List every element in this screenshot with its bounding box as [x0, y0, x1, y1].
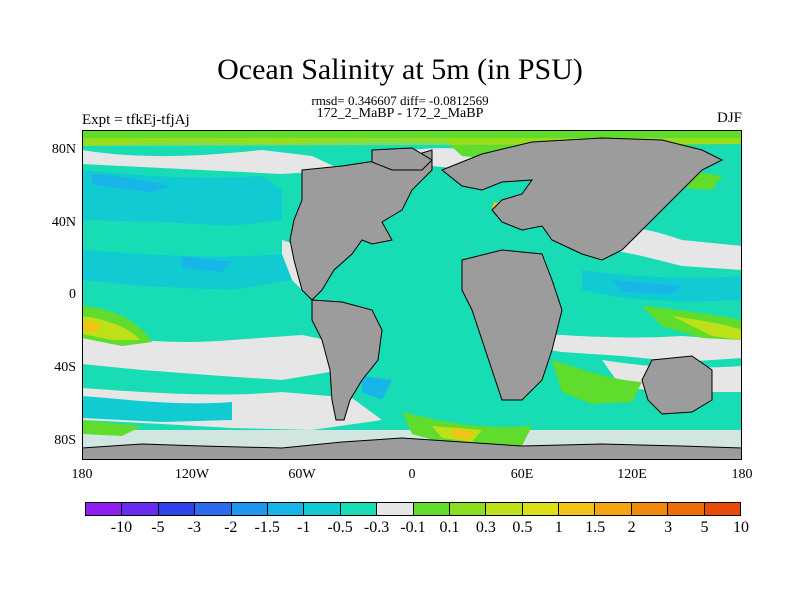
- lon-label-120w: 120W: [174, 467, 210, 482]
- colorbar-swatch-3: [195, 503, 232, 515]
- very-fresh-regions: [92, 174, 682, 400]
- lon-label-60e: 60E: [510, 467, 534, 482]
- colorbar-label: -0.3: [363, 519, 390, 536]
- lat-label-80s: 80S: [54, 433, 76, 448]
- comparison-line: 172_2_MaBP - 172_2_MaBP: [316, 106, 484, 121]
- colorbar-swatch-4: [231, 503, 268, 515]
- colorbar-swatch-15: [631, 503, 669, 515]
- colorbar-swatch-2: [158, 503, 196, 515]
- colorbar-swatch-10: [449, 503, 487, 515]
- lon-label-180e: 180: [731, 467, 753, 482]
- lon-label-60w: 60W: [288, 467, 316, 482]
- colorbar-swatch-1: [122, 503, 159, 515]
- colorbar-label: 10: [733, 519, 749, 536]
- colorbar-label: 5: [700, 519, 709, 536]
- salinity-map: [82, 130, 742, 460]
- colorbar-label: 0.1: [439, 519, 460, 536]
- colorbar-label: -3: [187, 519, 201, 536]
- season-label: DJF: [716, 110, 742, 126]
- colorbar-swatch-8: [377, 503, 414, 515]
- lat-label-80n: 80N: [51, 142, 76, 157]
- colorbar: [85, 502, 741, 516]
- experiment-label: Expt = tfkEj-tfjAj: [82, 112, 190, 128]
- colorbar-label: 2: [627, 519, 636, 536]
- lon-label-120e: 120E: [617, 467, 647, 482]
- colorbar-swatch-14: [595, 503, 632, 515]
- colorbar-swatch-7: [340, 503, 378, 515]
- lat-label-40n: 40N: [51, 215, 76, 230]
- colorbar-label: 0.3: [475, 519, 496, 536]
- lat-label-40s: 40S: [54, 360, 76, 375]
- plot-title: Ocean Salinity at 5m (in PSU): [217, 53, 583, 86]
- colorbar-swatch-12: [522, 503, 560, 515]
- colorbar-label: -0.1: [400, 519, 426, 536]
- stats-line: rmsd= 0.346607 diff= -0.0812569: [311, 93, 489, 108]
- colorbar-label: -0.5: [327, 519, 353, 536]
- colorbar-swatch-16: [668, 503, 705, 515]
- colorbar-label: 1: [554, 519, 563, 536]
- lat-label-0: 0: [69, 287, 76, 302]
- colorbar-swatch-5: [267, 503, 305, 515]
- lon-label-0: 0: [408, 467, 416, 482]
- colorbar-label: -2: [224, 519, 238, 536]
- colorbar-label: -1.5: [254, 519, 280, 536]
- colorbar-swatch-0: [86, 503, 123, 515]
- colorbar-label: -1: [296, 519, 311, 536]
- colorbar-swatch-11: [486, 503, 523, 515]
- colorbar-label: 0.5: [512, 519, 533, 536]
- land-masses: [82, 137, 742, 460]
- colorbar-swatch-17: [704, 503, 741, 515]
- colorbar-swatch-6: [304, 503, 341, 515]
- colorbar-swatch-9: [413, 503, 450, 515]
- colorbar-label: -5: [151, 519, 165, 536]
- lon-label-180w: 180: [71, 467, 93, 482]
- colorbar-label: -10: [110, 519, 133, 536]
- colorbar-label: 1.5: [585, 519, 606, 536]
- map-frame: [82, 130, 742, 460]
- colorbar-swatch-13: [559, 503, 596, 515]
- colorbar-label: 3: [664, 519, 673, 536]
